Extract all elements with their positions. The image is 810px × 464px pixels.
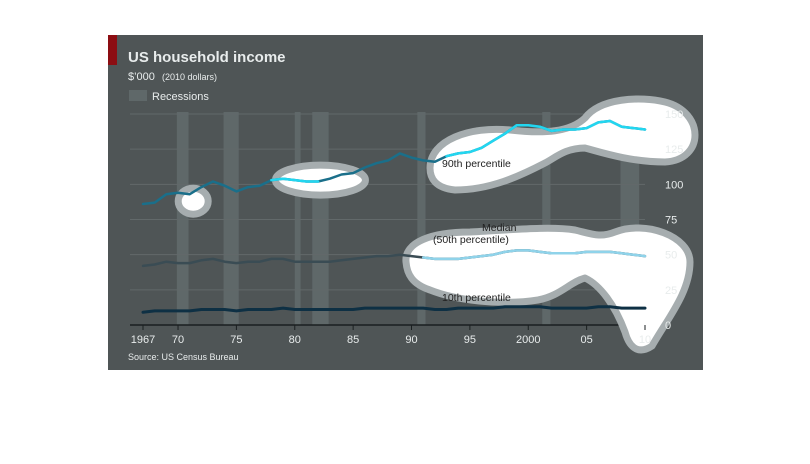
zoom-blob-90th: [426, 95, 699, 194]
series-line-p90-highlight-1980s: [270, 177, 320, 183]
x-tick-label-2005: 05: [581, 334, 593, 346]
legend-label-recessions: Recessions: [152, 91, 209, 103]
chart-subtitle: $’000 (2010 dollars): [128, 71, 217, 83]
chart-title: US household income: [128, 49, 286, 66]
x-tick-label-2000: 2000: [516, 334, 540, 346]
x-tick-label-1985: 85: [347, 334, 359, 346]
series-line-p50-highlight: [421, 249, 647, 261]
y-tick-label-150: 150: [665, 109, 683, 121]
series-line-p90-highlight-1990s: [445, 119, 647, 158]
x-tick-label-2010: 10: [639, 334, 651, 346]
x-tick-label-1990: 90: [405, 334, 417, 346]
y-tick-label-50: 50: [665, 250, 677, 262]
legend-swatch-recessions: [129, 90, 147, 101]
series-label-p50-line2: (50th percentile): [433, 234, 509, 246]
x-tick-label-1967: 1967: [131, 334, 155, 346]
x-tick-label-1995: 95: [464, 334, 476, 346]
recession-band-0: [176, 112, 189, 325]
y-tick-label-75: 75: [665, 215, 677, 227]
recession-band-1: [223, 112, 239, 325]
chart-subtitle-unit: $’000: [128, 71, 155, 83]
x-tick-label-1975: 75: [230, 334, 242, 346]
recession-band-2: [294, 112, 301, 325]
source-note: Source: US Census Bureau: [128, 352, 239, 362]
y-tick-label-125: 125: [665, 144, 683, 156]
x-tick-label-1980: 80: [289, 334, 301, 346]
x-tick-label-1970: 70: [172, 334, 184, 346]
zoom-blob-median: [402, 224, 694, 354]
recession-band-5: [542, 112, 551, 325]
recession-band-4: [417, 112, 426, 325]
chart-subtitle-note: (2010 dollars): [162, 72, 217, 82]
brand-accent-bar: [108, 35, 117, 65]
y-tick-label-0: 0: [665, 320, 671, 332]
series-line-p10: [141, 305, 647, 314]
y-tick-label-100: 100: [665, 179, 683, 191]
series-label-p10: 10th percentile: [442, 292, 511, 304]
y-tick-label-25: 25: [665, 285, 677, 297]
series-label-p50-line1: Median: [482, 222, 517, 234]
recession-band-3: [312, 112, 329, 325]
series-label-p90: 90th percentile: [442, 158, 511, 170]
